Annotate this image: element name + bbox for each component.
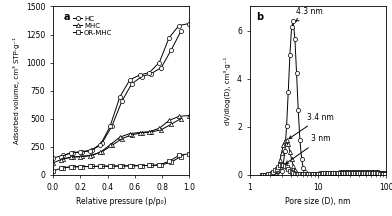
HC [100, 141, 105, 144]
MHC [80, 155, 85, 158]
OR-MHC [129, 165, 134, 167]
OR-MHC [120, 165, 124, 167]
X-axis label: Pore size (D), nm: Pore size (D), nm [285, 197, 350, 206]
Legend: HC, MHC, OR-MHC: HC, MHC, OR-MHC [73, 15, 113, 37]
HC [60, 154, 65, 157]
OR-MHC [80, 165, 85, 168]
MHC [159, 129, 163, 131]
HC [70, 151, 75, 154]
HC [90, 148, 94, 151]
HC [120, 100, 124, 103]
MHC [60, 158, 65, 160]
OR-MHC [100, 165, 105, 168]
OR-MHC [60, 166, 65, 169]
Line: HC: HC [51, 29, 183, 160]
HC [149, 72, 154, 75]
HC [110, 125, 114, 127]
MHC [70, 156, 75, 158]
OR-MHC [179, 155, 183, 158]
Text: 4.3 nm: 4.3 nm [296, 7, 323, 21]
HC [179, 30, 183, 33]
OR-MHC [51, 170, 55, 172]
Y-axis label: Adsorbed volume, cm³ STP·g⁻¹: Adsorbed volume, cm³ STP·g⁻¹ [13, 37, 20, 144]
MHC [139, 132, 144, 134]
Text: b: b [256, 11, 263, 22]
HC [159, 66, 163, 69]
MHC [129, 133, 134, 136]
MHC [169, 123, 173, 126]
OR-MHC [159, 164, 163, 166]
Text: 3.4 nm: 3.4 nm [289, 113, 334, 139]
X-axis label: Relative pressure (p/p₀): Relative pressure (p/p₀) [76, 197, 167, 206]
Line: OR-MHC: OR-MHC [51, 154, 183, 173]
MHC [179, 117, 183, 120]
OR-MHC [70, 165, 75, 168]
Text: 3 nm: 3 nm [286, 134, 331, 164]
Y-axis label: dV/dlog(D), cm³·g⁻¹: dV/dlog(D), cm³·g⁻¹ [224, 57, 232, 125]
Text: a: a [64, 11, 70, 22]
HC [80, 150, 85, 153]
MHC [51, 162, 55, 164]
MHC [120, 137, 124, 140]
Line: MHC: MHC [51, 116, 183, 165]
OR-MHC [90, 165, 94, 168]
OR-MHC [139, 164, 144, 167]
HC [169, 49, 173, 51]
OR-MHC [110, 165, 114, 167]
HC [51, 157, 55, 159]
HC [139, 75, 144, 78]
OR-MHC [149, 164, 154, 167]
MHC [149, 131, 154, 133]
HC [129, 83, 134, 85]
OR-MHC [169, 161, 173, 164]
MHC [100, 150, 105, 153]
MHC [90, 154, 94, 156]
MHC [110, 144, 114, 147]
